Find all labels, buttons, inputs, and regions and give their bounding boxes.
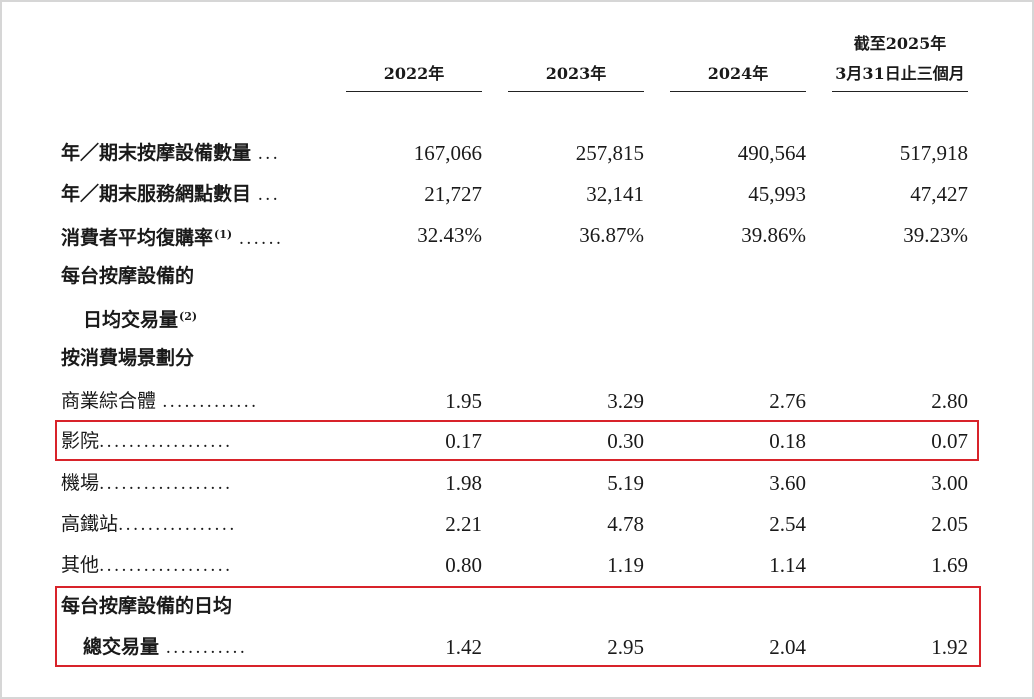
cell-value: 2.80 [931,389,968,413]
cell-value: 1.92 [931,635,968,659]
table-row-repurchase-rate: 消費者平均復購率(1) ...... 32.43% 36.87% 39.86% … [0,215,1034,255]
cell-value: 45,993 [748,182,806,206]
cell-value: 1.95 [445,389,482,413]
row-label: 機場.................. [61,472,233,494]
header-rule-2023 [508,91,644,92]
cell-value: 32.43% [417,223,482,247]
cell-value: 1.69 [931,553,968,577]
row-label: 影院.................. [61,430,233,452]
cell-value: 3.29 [607,389,644,413]
row-label: 按消費場景劃分 [61,347,195,369]
cell-value: 0.30 [607,429,644,453]
footnote-ref: (2) [179,310,198,323]
cell-value: 1.98 [445,471,482,495]
cell-value: 257,815 [575,141,644,165]
row-label: 總交易量 ........... [83,636,248,658]
table-row-commercial-complex: 商業綜合體 ............. 1.95 3.29 2.76 2.80 [0,381,1034,421]
column-header-2023: 2023年 [545,64,607,83]
cell-value: 517,918 [899,141,968,165]
cell-value: 2.54 [769,512,806,536]
header-rule-q1-2025 [832,91,968,92]
row-label: 年／期末服務網點數目 ... [61,183,280,205]
cell-value: 2.04 [769,635,806,659]
table-row-total-transactions: 總交易量 ........... 1.42 2.95 2.04 1.92 [0,627,1034,667]
cell-value: 32,141 [586,182,644,206]
cell-value: 490,564 [737,141,806,165]
cell-value: 39.23% [903,223,968,247]
cell-value: 1.19 [607,553,644,577]
row-label: 每台按摩設備的 [61,265,195,287]
cell-value: 5.19 [607,471,644,495]
cell-value: 0.17 [445,429,482,453]
row-label: 商業綜合體 ............. [61,390,259,412]
cell-value: 3.00 [931,471,968,495]
cell-value: 2.05 [931,512,968,536]
cell-value: 2.95 [607,635,644,659]
cell-value: 2.76 [769,389,806,413]
row-label: 每台按摩設備的日均 [61,595,233,617]
cell-value: 39.86% [741,223,806,247]
table-row-section-heading: 每台按摩設備的日均 [0,586,1034,626]
table-row-service-points: 年／期末服務網點數目 ... 21,727 32,141 45,993 47,4… [0,174,1034,214]
table-row-massage-devices: 年／期末按摩設備數量 ... 167,066 257,815 490,564 5… [0,133,1034,173]
table-row-section-heading: 日均交易量(2) [0,297,1034,337]
header-rule-2022 [346,91,482,92]
cell-value: 3.60 [769,471,806,495]
row-label: 其他.................. [61,554,233,576]
cell-value: 1.42 [445,635,482,659]
highlight-box-total [55,586,981,667]
cell-value: 0.80 [445,553,482,577]
cell-value: 4.78 [607,512,644,536]
header-rule-2024 [670,91,806,92]
row-label: 年／期末按摩設備數量 ... [61,142,280,164]
cell-value: 36.87% [579,223,644,247]
column-header-q1-2025-line2: 3月31日止三個月 [835,64,965,83]
column-header-2022: 2022年 [383,64,445,83]
table-row-high-speed-rail: 高鐵站................ 2.21 4.78 2.54 2.05 [0,504,1034,544]
footnote-ref: (1) [214,228,233,241]
table-row-section-heading: 每台按摩設備的 [0,256,1034,296]
column-header-q1-2025-line1: 截至2025年 [853,34,947,53]
row-label: 高鐵站................ [61,513,237,535]
cell-value: 0.18 [769,429,806,453]
highlight-box-cinema [55,420,979,461]
cell-value: 21,727 [424,182,482,206]
cell-value: 47,427 [910,182,968,206]
cell-value: 2.21 [445,512,482,536]
table-row-cinema: 影院.................. 0.17 0.30 0.18 0.07 [0,421,1034,461]
table-row-section-heading: 按消費場景劃分 [0,338,1034,378]
cell-value: 1.14 [769,553,806,577]
cell-value: 167,066 [413,141,482,165]
column-header-2024: 2024年 [707,64,769,83]
row-label: 日均交易量(2) [83,309,198,331]
table-row-airport: 機場.................. 1.98 5.19 3.60 3.00 [0,463,1034,503]
cell-value: 0.07 [931,429,968,453]
row-label: 消費者平均復購率(1) ...... [61,227,284,249]
table-row-other: 其他.................. 0.80 1.19 1.14 1.69 [0,545,1034,585]
